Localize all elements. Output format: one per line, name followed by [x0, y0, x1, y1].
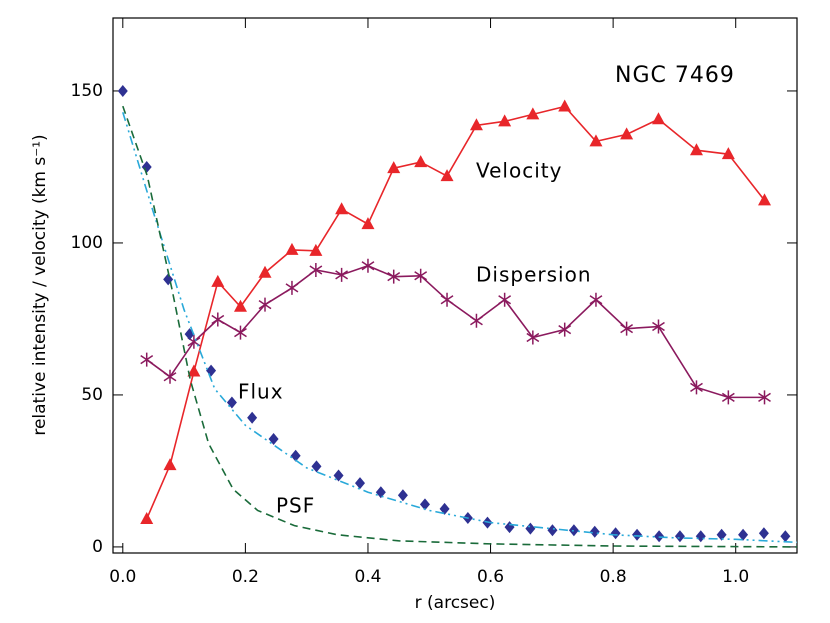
triangle-marker	[498, 114, 512, 127]
series-label: Dispersion	[476, 263, 592, 287]
asterisk-marker	[440, 292, 454, 307]
asterisk-marker	[721, 390, 735, 405]
triangle-marker	[309, 243, 323, 256]
diamond-marker	[738, 528, 749, 541]
diamond-marker	[311, 460, 322, 473]
x-tick-label: 0.0	[109, 567, 136, 587]
series-label: Velocity	[476, 159, 562, 183]
asterisk-marker	[335, 267, 349, 282]
diamond-marker	[397, 489, 408, 502]
triangle-marker	[589, 134, 603, 147]
diamond-marker	[589, 525, 600, 538]
diamond-marker	[716, 528, 727, 541]
triangle-marker	[187, 364, 201, 377]
asterisk-marker	[258, 297, 272, 312]
diamond-marker	[375, 486, 386, 499]
asterisk-marker	[652, 319, 665, 334]
series-label: PSF	[276, 494, 315, 518]
asterisk-marker	[140, 352, 154, 367]
diamond-marker	[141, 160, 152, 173]
triangle-marker	[440, 169, 454, 182]
asterisk-marker	[211, 312, 225, 327]
diamond-marker	[780, 530, 791, 543]
y-tick-label: 100	[71, 233, 103, 253]
triangle-marker	[758, 193, 772, 206]
triangle-marker	[335, 202, 349, 215]
diamond-marker	[439, 502, 450, 515]
asterisk-marker	[387, 269, 401, 284]
triangle-marker	[361, 217, 375, 230]
triangle-marker	[651, 112, 665, 125]
diamond-marker	[695, 530, 706, 543]
diamond-marker	[674, 530, 685, 543]
asterisk-marker	[470, 313, 483, 328]
diamond-marker	[268, 433, 279, 446]
diamond-marker	[226, 396, 237, 409]
x-tick-label: 0.2	[232, 567, 259, 587]
asterisk-marker	[361, 258, 375, 273]
y-axis-label: relative intensity / velocity (km s⁻¹)	[30, 134, 50, 435]
x-tick-label: 0.4	[354, 567, 381, 587]
triangle-marker	[211, 274, 225, 287]
triangle-marker	[163, 458, 177, 471]
diamond-marker	[355, 477, 365, 490]
triangle-marker	[285, 242, 299, 255]
triangle-marker	[258, 265, 272, 278]
series-label: Flux	[238, 380, 284, 404]
diamond-marker	[247, 411, 258, 424]
series-line	[122, 111, 797, 544]
triangle-marker	[526, 107, 540, 120]
asterisk-marker	[758, 390, 771, 405]
y-tick-label: 50	[81, 385, 103, 405]
x-tick-label: 0.6	[477, 567, 504, 587]
diamond-marker	[206, 364, 217, 377]
x-tick-label: 1.0	[722, 567, 749, 587]
asterisk-marker	[526, 330, 540, 345]
x-axis-label: r (arcsec)	[415, 593, 496, 613]
y-tick-label: 0	[92, 537, 103, 557]
diamond-marker	[547, 524, 558, 537]
y-tick-label: 150	[71, 81, 103, 101]
plot-frame	[112, 17, 798, 554]
asterisk-marker	[309, 262, 323, 277]
diamond-marker	[117, 84, 128, 97]
diamond-marker	[419, 498, 430, 511]
diamond-marker	[632, 528, 643, 541]
diamond-marker	[504, 521, 515, 534]
asterisk-marker	[163, 369, 177, 384]
triangle-marker	[721, 147, 735, 160]
diamond-marker	[290, 449, 301, 462]
asterisk-marker	[414, 268, 428, 283]
series-line	[145, 105, 766, 520]
triangle-marker	[620, 127, 634, 140]
diamond-marker	[525, 522, 536, 535]
triangle-marker	[469, 118, 483, 131]
chart-title: NGC 7469	[615, 63, 735, 88]
x-tick-label: 0.8	[600, 567, 627, 587]
triangle-marker	[414, 155, 428, 168]
triangle-marker	[689, 143, 703, 156]
asterisk-marker	[234, 325, 247, 340]
triangle-marker	[387, 161, 401, 174]
triangle-marker	[233, 299, 247, 312]
triangle-marker	[558, 99, 572, 112]
asterisk-marker	[589, 292, 603, 307]
asterisk-marker	[690, 380, 703, 395]
asterisk-marker	[498, 292, 512, 307]
asterisk-marker	[558, 322, 572, 337]
diamond-marker	[758, 527, 769, 540]
asterisk-marker	[285, 280, 299, 295]
diamond-marker	[610, 527, 621, 540]
asterisk-marker	[620, 321, 634, 336]
series-line	[122, 105, 797, 548]
triangle-marker	[140, 511, 154, 524]
diamond-marker	[333, 469, 344, 482]
